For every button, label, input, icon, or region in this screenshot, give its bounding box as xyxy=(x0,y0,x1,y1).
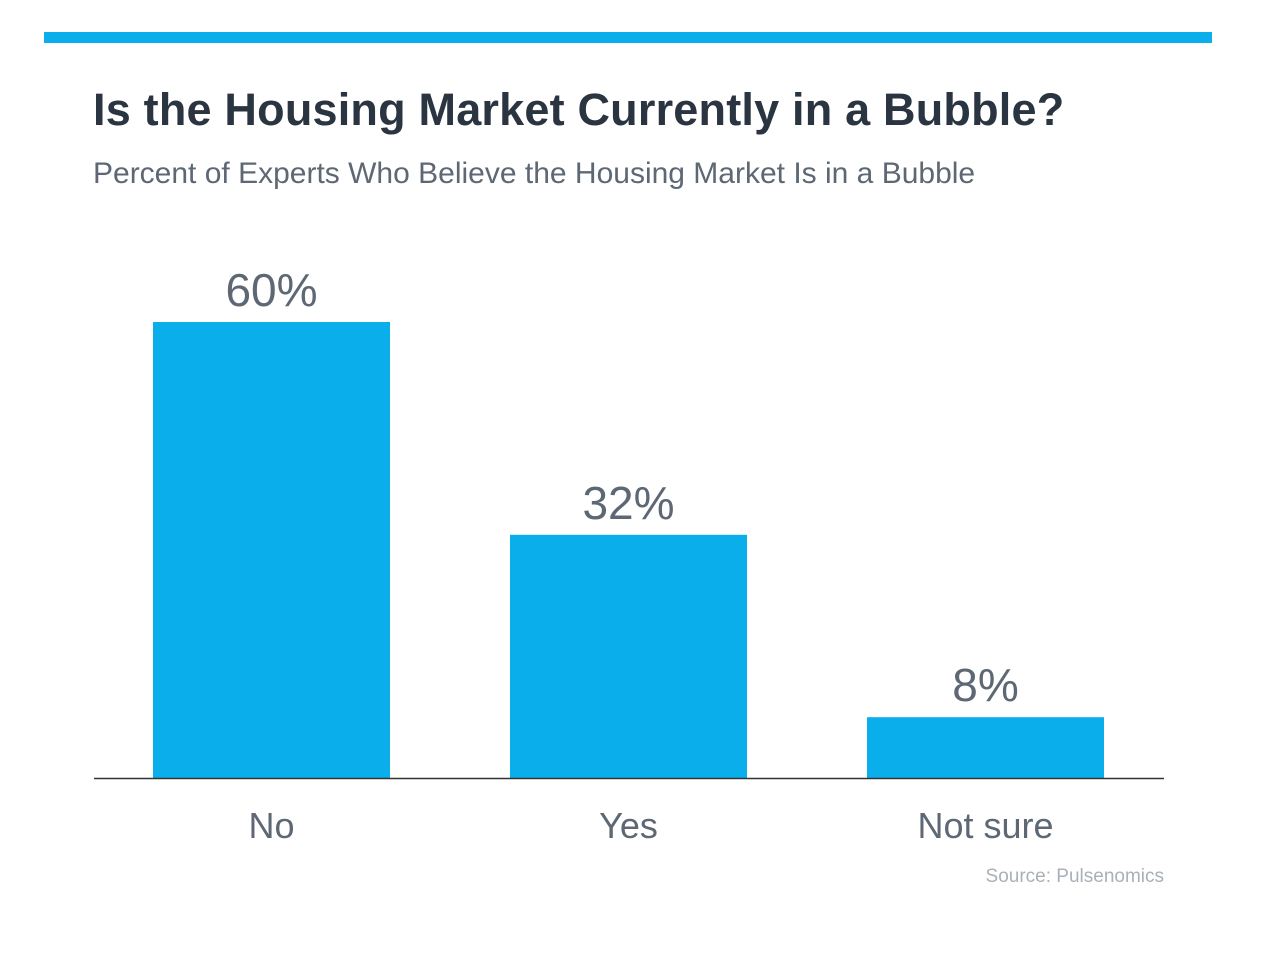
chart-subtitle: Percent of Experts Who Believe the Housi… xyxy=(93,157,976,190)
category-label: No xyxy=(248,805,294,846)
value-label: 60% xyxy=(225,264,317,316)
category-label: Not sure xyxy=(917,805,1053,846)
bar-yes xyxy=(510,534,747,778)
bar-not-sure xyxy=(867,717,1104,778)
chart-title: Is the Housing Market Currently in a Bub… xyxy=(93,84,1065,135)
bar-no xyxy=(153,322,390,778)
category-label: Yes xyxy=(599,805,658,846)
value-label: 32% xyxy=(582,477,674,529)
top-accent-bar xyxy=(44,32,1212,43)
value-label: 8% xyxy=(952,659,1018,711)
source-note: Source: Pulsenomics xyxy=(985,866,1164,887)
